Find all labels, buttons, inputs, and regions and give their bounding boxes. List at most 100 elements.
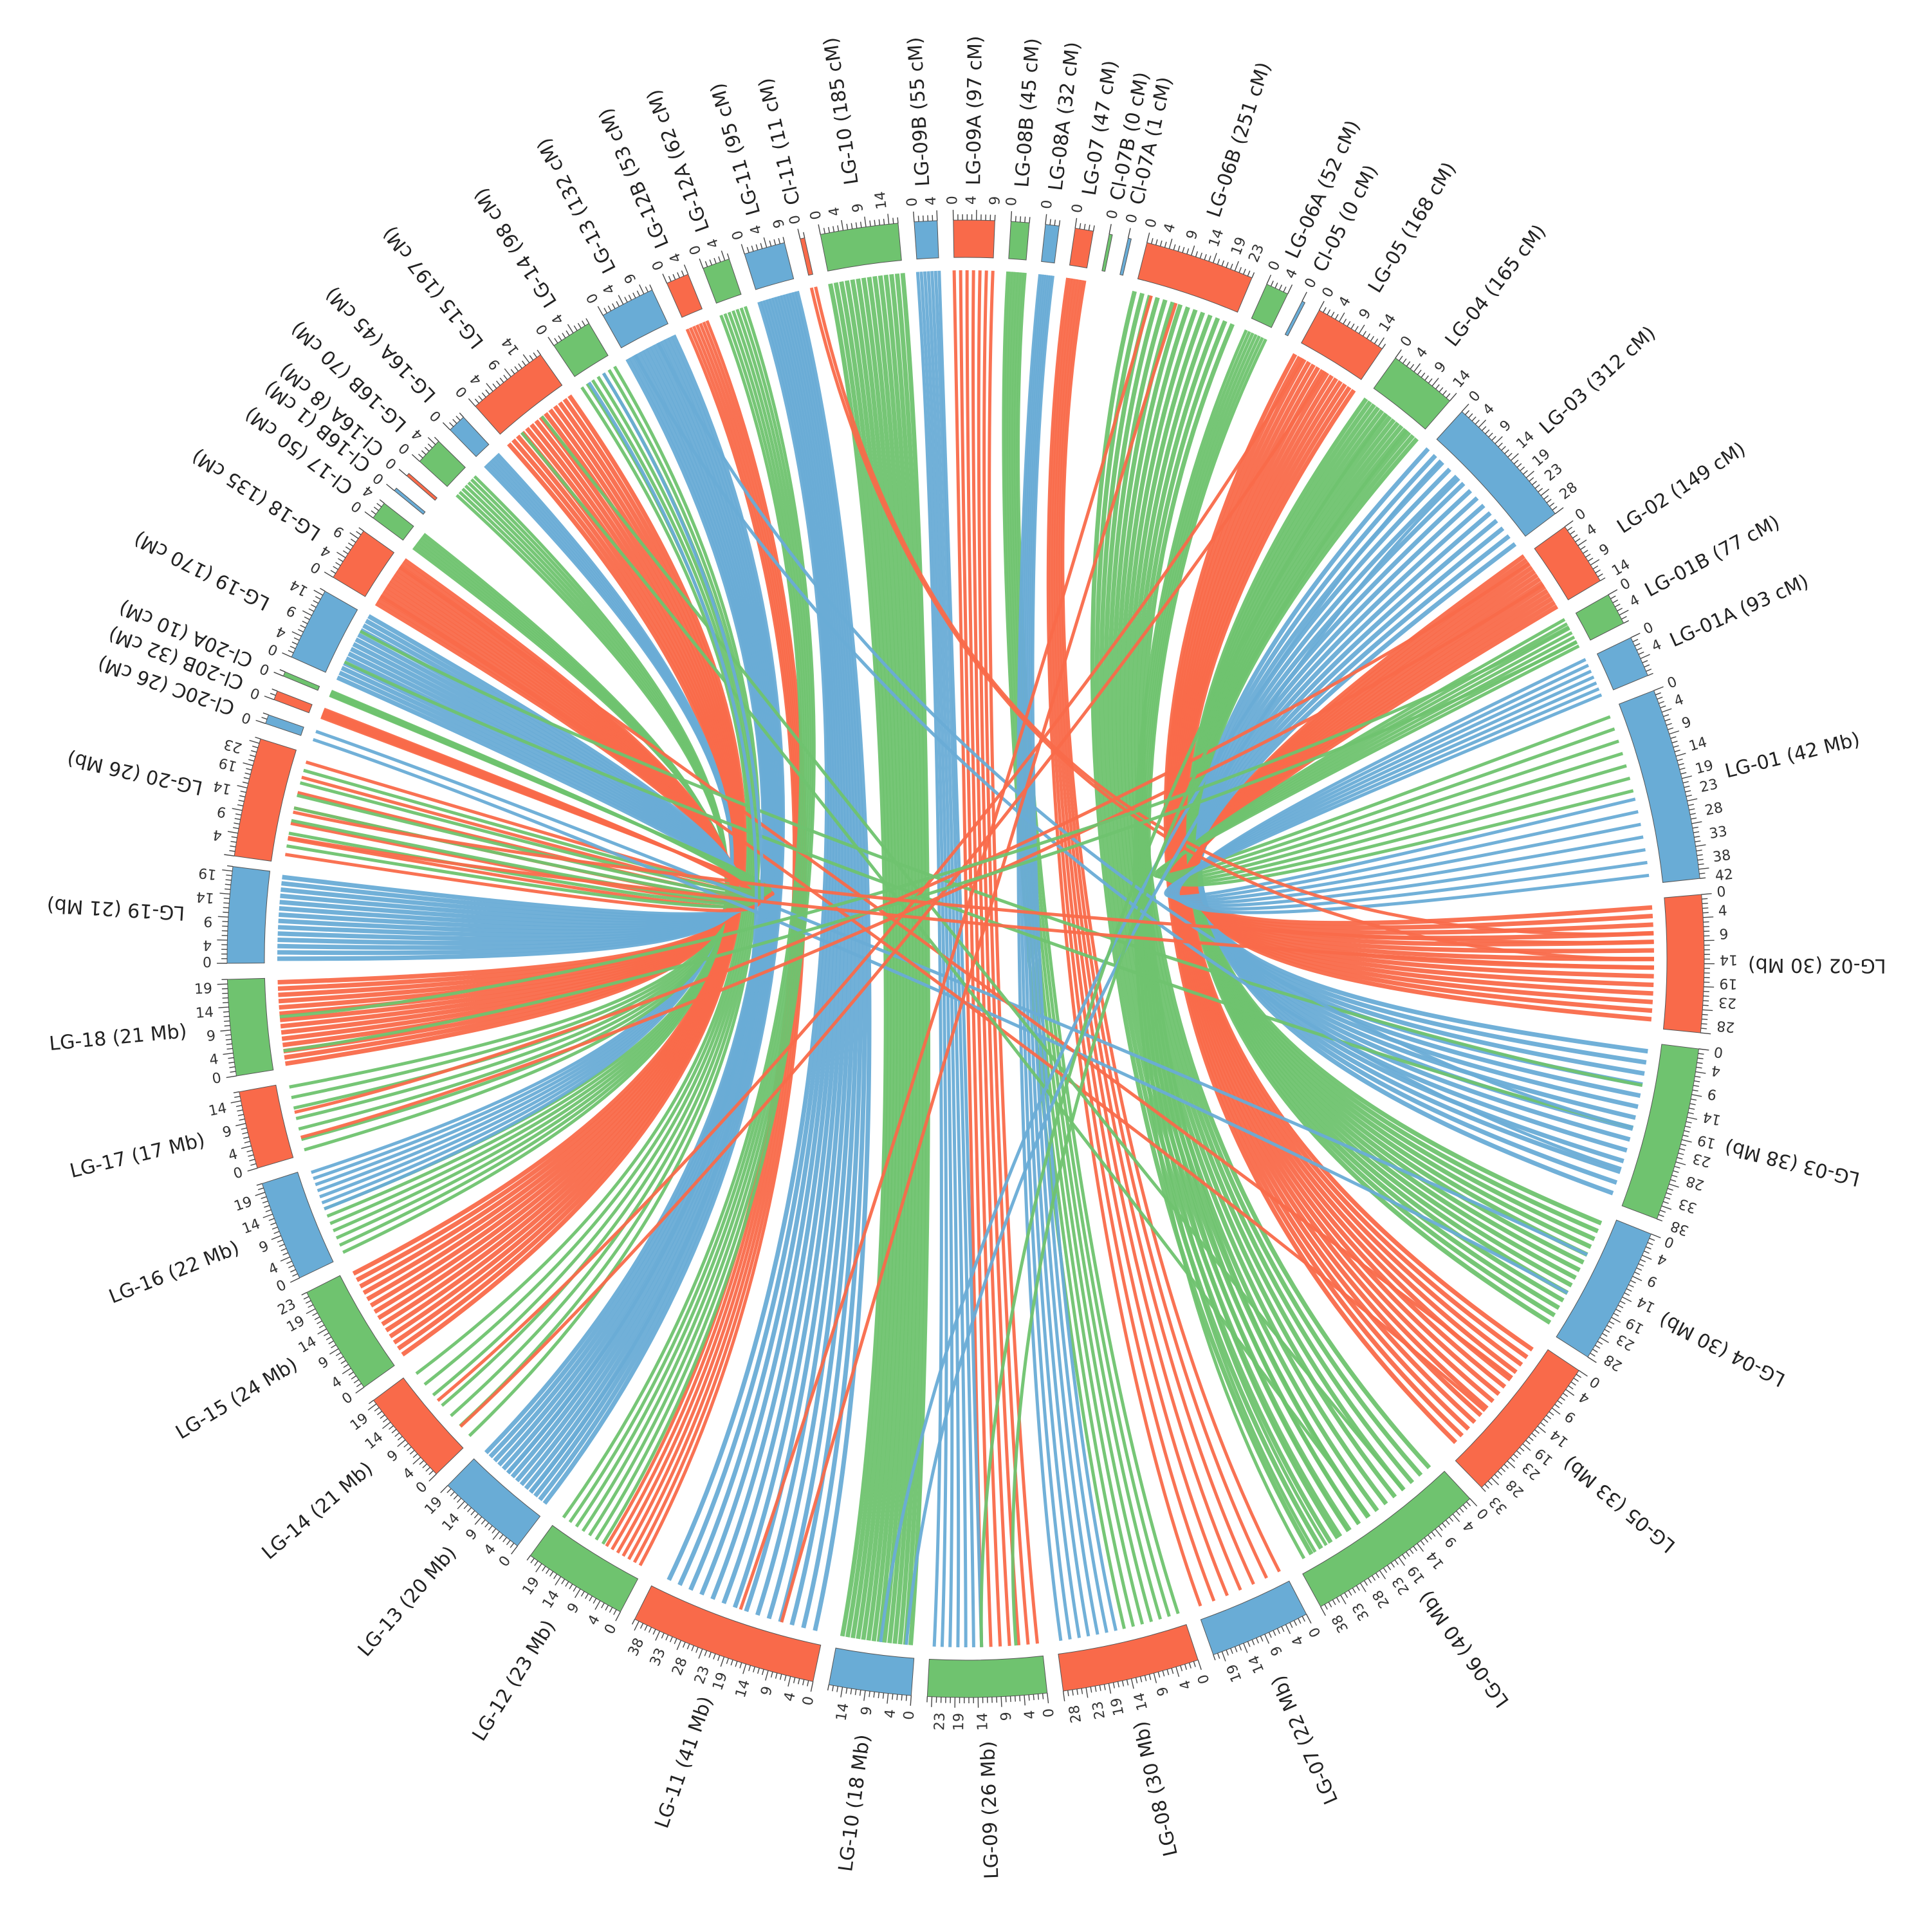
tick-mark xyxy=(1029,217,1031,223)
tick-mark xyxy=(1421,372,1426,378)
tick-mark xyxy=(1595,569,1601,573)
tick-mark xyxy=(218,1006,229,1008)
link-strand xyxy=(1031,275,1118,1631)
tick-label: 9 xyxy=(1597,541,1613,560)
segment-lg-08b xyxy=(1008,221,1030,261)
link-strand xyxy=(1054,279,1242,1591)
segment-cl-16a xyxy=(406,473,438,501)
tick-mark xyxy=(1686,1121,1692,1124)
link-strand xyxy=(633,354,1622,1170)
tick-mark xyxy=(422,1463,427,1468)
link-strand xyxy=(988,270,1039,1644)
tick-mark xyxy=(1330,311,1335,317)
segment-lg-01a xyxy=(1596,637,1648,690)
tick-mark xyxy=(1481,1487,1486,1492)
tick-mark xyxy=(1083,223,1086,230)
tick-mark xyxy=(1685,790,1691,793)
tick-mark xyxy=(328,1340,334,1345)
tick-label: 0 xyxy=(1039,199,1056,210)
tick-mark xyxy=(467,1507,472,1513)
segment-lg-10cm xyxy=(820,223,902,272)
tick-mark xyxy=(1285,1624,1291,1634)
link-strand xyxy=(688,299,834,1591)
tick-mark xyxy=(1062,1690,1065,1701)
tick-mark xyxy=(609,1607,613,1613)
link-strand xyxy=(359,629,1643,1087)
tick-mark xyxy=(1630,1280,1636,1284)
tick-mark xyxy=(1495,436,1503,445)
tick-label: 38 xyxy=(1329,1612,1352,1636)
tick-mark xyxy=(565,1581,569,1587)
tick-label: 14 xyxy=(833,1702,852,1723)
tick-mark xyxy=(1513,1454,1518,1459)
tick-mark xyxy=(338,558,344,562)
tick-mark xyxy=(270,692,276,696)
tick-mark xyxy=(1602,1333,1608,1337)
tick-mark xyxy=(1139,1676,1143,1683)
tick-mark xyxy=(350,539,356,543)
link-strand xyxy=(520,431,1371,1518)
link-strand xyxy=(710,297,840,1600)
link-lg-08a-lg-08 xyxy=(1017,273,1118,1642)
tick-mark xyxy=(1669,1183,1679,1188)
tick-mark xyxy=(765,1670,769,1681)
tick-mark xyxy=(412,1457,421,1465)
tick-mark xyxy=(810,1681,814,1692)
tick-mark xyxy=(1182,246,1185,253)
segment-lg-20 xyxy=(234,738,297,862)
link-strand xyxy=(294,562,1531,1114)
tick-mark xyxy=(763,237,768,248)
tick-mark xyxy=(228,1057,234,1059)
tick-mark xyxy=(1024,1695,1026,1706)
tick-mark xyxy=(784,1675,787,1681)
tick-label: 19 xyxy=(1224,1661,1245,1684)
tick-mark xyxy=(1494,1474,1500,1479)
tick-mark xyxy=(726,253,730,259)
tick-mark xyxy=(448,422,454,427)
tick-mark xyxy=(1045,214,1047,225)
tick-mark xyxy=(1230,1648,1233,1654)
tick-mark xyxy=(709,259,712,266)
tick-mark xyxy=(603,308,608,313)
segment-label-lg-14cm: LG-14 (98 cM) xyxy=(470,184,562,311)
tick-mark xyxy=(1636,1267,1642,1271)
tick-label: 0 xyxy=(308,558,324,577)
tick-mark xyxy=(421,450,427,455)
tick-mark xyxy=(250,1163,257,1166)
tick-label: 0 xyxy=(1104,208,1121,221)
tick-mark xyxy=(1217,259,1220,265)
tick-label: 0 xyxy=(496,1553,514,1570)
tick-mark xyxy=(463,1504,468,1510)
tick-mark xyxy=(230,1100,241,1104)
tick-mark xyxy=(492,1528,497,1534)
tick-mark xyxy=(1678,763,1684,766)
tick-mark xyxy=(836,1686,839,1692)
tick-mark xyxy=(226,1075,237,1078)
tick-mark xyxy=(1507,452,1513,458)
tick-mark xyxy=(442,422,451,430)
tick-mark xyxy=(499,1534,504,1540)
tick-mark xyxy=(802,1679,805,1686)
tick-mark xyxy=(1632,1275,1642,1281)
tick-label: 0 xyxy=(1716,884,1726,901)
tick-mark xyxy=(1247,1641,1251,1647)
tick-label: 0 xyxy=(232,1165,245,1183)
link-strand xyxy=(1170,675,1644,905)
tick-mark xyxy=(1695,840,1701,842)
tick-label: 14 xyxy=(1206,227,1228,250)
tick-label: 33 xyxy=(1708,824,1729,842)
segment-cl-11 xyxy=(800,237,813,276)
tick-mark xyxy=(1632,638,1639,643)
link-lg-05cm-lg-14 xyxy=(436,357,1327,1428)
link-strand xyxy=(380,594,1486,1412)
tick-mark xyxy=(589,1596,593,1602)
tick-mark xyxy=(271,689,278,692)
tick-mark xyxy=(1072,1689,1074,1696)
tick-mark xyxy=(468,398,476,407)
tick-mark xyxy=(249,739,260,744)
tick-mark xyxy=(347,542,354,547)
tick-label: 0 xyxy=(248,684,262,702)
tick-label: 4 xyxy=(585,1613,603,1628)
tick-mark xyxy=(1525,1439,1531,1445)
tick-mark xyxy=(1168,238,1173,249)
